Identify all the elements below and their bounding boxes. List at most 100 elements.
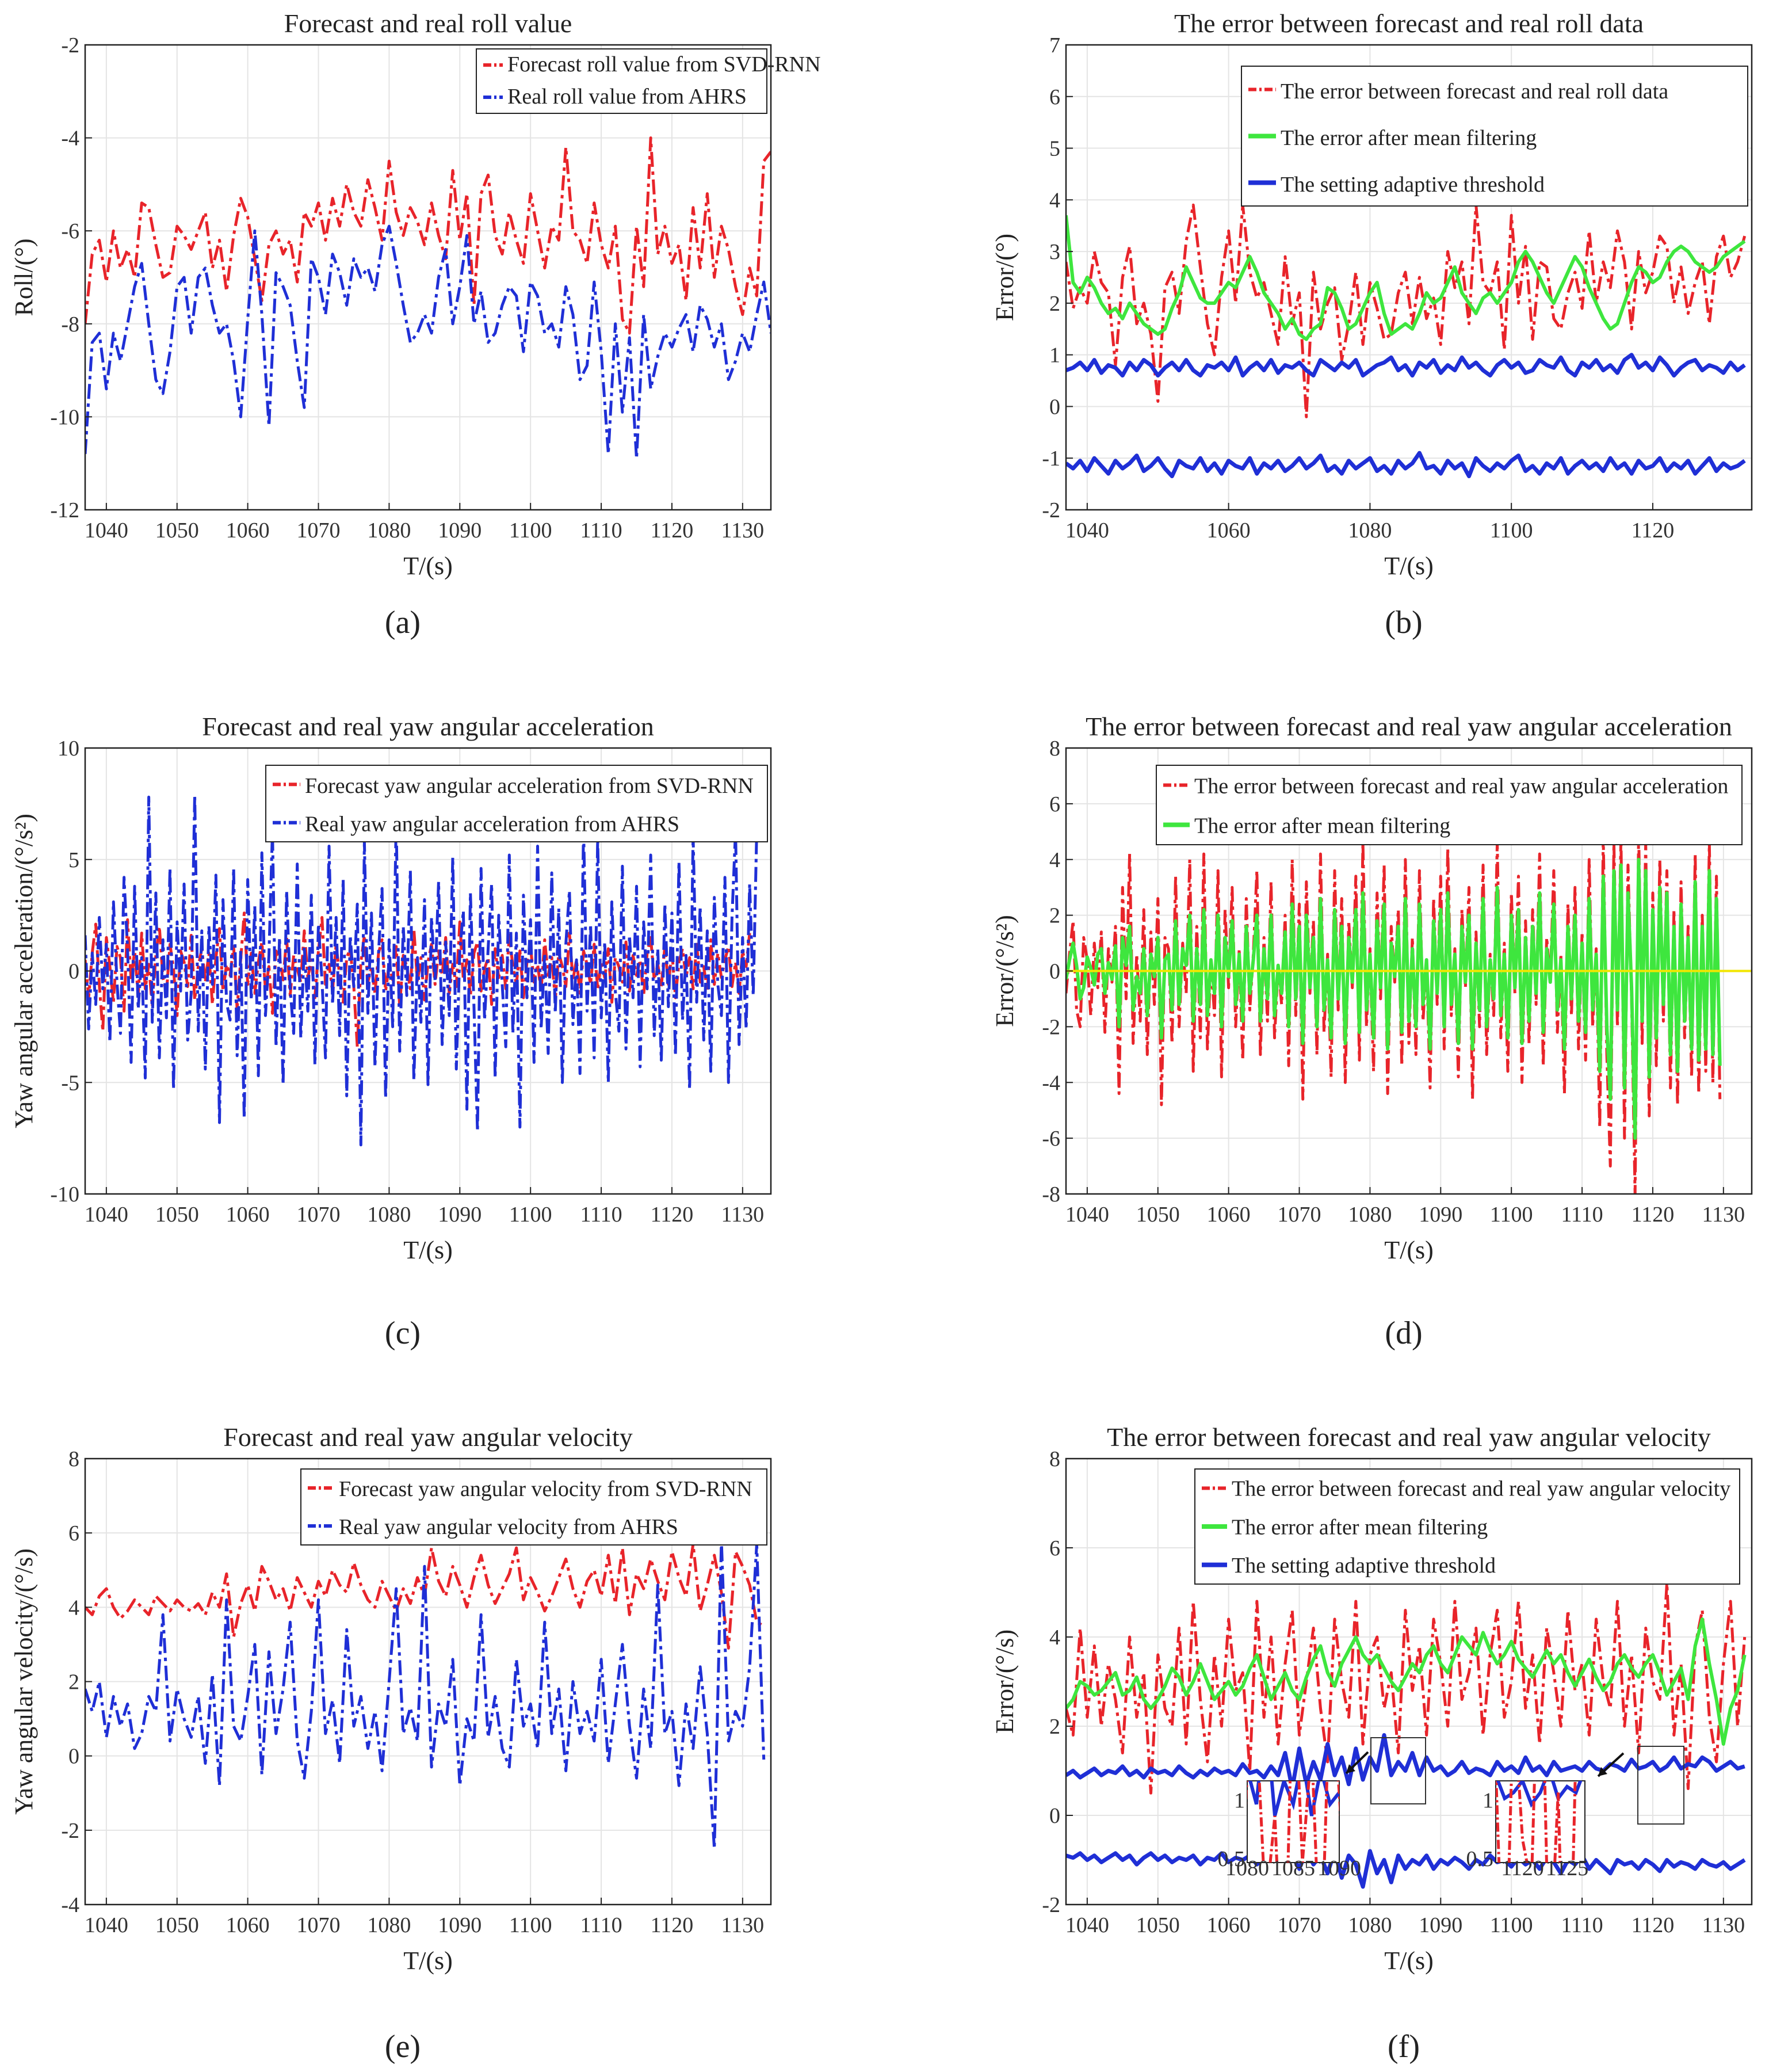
series-real-yaw-angular-acceleration-from-ahrs [85,793,758,1147]
series-group [1066,830,1752,1194]
zoom-arrowhead [1598,1767,1607,1776]
y-tick-label: 8 [68,1447,79,1471]
series-group [85,793,758,1147]
plot-frame [1065,44,1753,511]
legend-label: Real roll value from AHRS [507,85,747,109]
x-tick-label: 1120 [651,1913,694,1937]
plot-frame [84,44,772,511]
legend-label: The error between forecast and real roll… [1281,79,1668,104]
inset-x-tick-label: 1085 [1271,1856,1315,1880]
x-tick-label: 1120 [651,518,694,543]
x-tick-label: 1120 [1632,1203,1675,1227]
inset-y-tick-label: 0.5 [1218,1847,1245,1871]
inset-threshold-line [1248,1781,1339,1817]
inset-y-tick-label: 1 [1234,1789,1245,1813]
y-tick-label: 0 [1049,960,1060,984]
x-tick-label: 1100 [1490,518,1533,543]
y-axis-label: Error/(°/s²) [991,915,1019,1027]
y-axis-label: Yaw angular velocity/(°/s) [10,1548,38,1815]
chart-title: Forecast and real roll value [284,9,572,38]
x-tick-label: 1110 [580,1913,622,1937]
x-tick-label: 1130 [1702,1203,1745,1227]
series-the-setting-adaptive-threshold-lower [1066,1849,1746,1889]
chart-a: 1040 1050 1060 1070 1080 1090 1100 1110 1120 1130… [10,9,821,580]
chart-c: 1040 1050 1060 1070 1080 1090 1100 1110 1120 1130… [10,712,772,1264]
x-tick-label: 1100 [509,518,552,543]
caption-f: (f) [1388,2029,1420,2065]
chart-title: Forecast and real yaw angular accelerati… [202,712,654,741]
series-the-setting-adaptive-threshold-upper [1066,1733,1745,1791]
x-tick-label: 1050 [155,1913,199,1937]
y-tick-label: -4 [61,1893,79,1917]
x-tick-label: 1110 [1561,1913,1603,1937]
series-group [85,1539,766,1850]
y-tick-label: -6 [61,219,79,243]
zoom-inset-1: 1080 1085 1090 1 0.5 [1218,1737,1426,1880]
y-tick-label: 2 [68,1670,79,1695]
plot-area [85,45,771,510]
series-group [1066,203,1747,479]
x-tick-label: 1080 [367,1913,411,1937]
x-tick-label: 1070 [297,1203,341,1227]
x-tick-label: 1090 [1419,1913,1462,1937]
y-tick-label: -5 [61,1071,79,1095]
x-tick-label: 1090 [1419,1203,1462,1227]
y-tick-label: 4 [1049,1625,1060,1650]
caption-a: (a) [385,605,421,640]
y-tick-label: 2 [1049,904,1060,928]
series-group [85,136,771,460]
chart-title: The error between forecast and real yaw … [1086,712,1732,741]
y-tick-label: -1 [1042,447,1060,471]
legend-label: Real yaw angular acceleration from AHRS [305,812,679,836]
chart-e: 1040 1050 1060 1070 1080 1090 1100 1110 1120 1130… [10,1422,772,1975]
y-tick-label: -6 [1042,1127,1060,1151]
legend-label: The error between forecast and real yaw … [1194,774,1728,799]
inset-x-tick-label: 1080 [1225,1856,1269,1880]
y-tick-label: -2 [61,33,79,58]
caption-b: (b) [1385,605,1422,640]
chart-title: The error between forecast and real yaw … [1107,1422,1711,1452]
legend-box [1156,765,1743,845]
chart-f: 1040 1050 1060 1070 1080 1090 1100 1110 1120 1130… [991,1422,1753,1975]
x-tick-label: 1070 [297,518,341,543]
legend-label: The error between forecast and real yaw … [1232,1477,1730,1501]
y-tick-label: 2 [1049,292,1060,316]
x-tick-label: 1070 [1278,1203,1321,1227]
legend-box [265,765,768,842]
x-axis-label: T/(s) [403,552,453,580]
legend: Forecast yaw angular velocity from SVD-R… [300,1468,767,1546]
y-tick-label: -2 [61,1819,79,1843]
legend-box [476,48,767,114]
x-tick-label: 1070 [1278,1913,1321,1937]
y-tick-label: -2 [1042,498,1060,522]
legend: The error between forecast and real yaw … [1156,765,1743,845]
x-tick-label: 1060 [1207,1913,1251,1937]
series-the-error-after-mean-filtering [1066,857,1722,1140]
x-axis-label: T/(s) [403,1236,453,1264]
inset-series [1247,1781,1339,1863]
x-tick-label: 1040 [1065,1203,1109,1227]
y-tick-label: 6 [68,1521,79,1546]
chart-title: Forecast and real yaw angular velocity [223,1422,632,1452]
y-tick-label: -8 [1042,1182,1060,1207]
x-tick-label: 1080 [367,1203,411,1227]
legend-label: Forecast roll value from SVD-RNN [507,52,821,77]
y-tick-label: 4 [1049,188,1060,212]
y-tick-label: 5 [1049,137,1060,161]
chart-d: 1040 1050 1060 1070 1080 1090 1100 1110 1120 1130… [991,712,1753,1264]
x-tick-label: 1080 [1348,518,1392,543]
y-axis-label: Error/(°/s) [991,1630,1019,1734]
legend-label: The setting adaptive threshold [1281,173,1545,197]
x-tick-label: 1120 [1632,518,1675,543]
x-tick-label: 1090 [438,518,482,543]
zoom-region-marker [1370,1737,1426,1804]
zoom-arrowhead [1346,1764,1355,1773]
y-axis-label: Error/(°) [991,234,1019,321]
legend-label: Real yaw angular velocity from AHRS [339,1515,678,1539]
legend-label: The error after mean filtering [1232,1515,1488,1539]
y-tick-label: -4 [61,127,79,151]
x-tick-label: 1060 [226,1203,270,1227]
x-tick-label: 1040 [85,518,128,543]
x-tick-label: 1130 [721,1203,765,1227]
